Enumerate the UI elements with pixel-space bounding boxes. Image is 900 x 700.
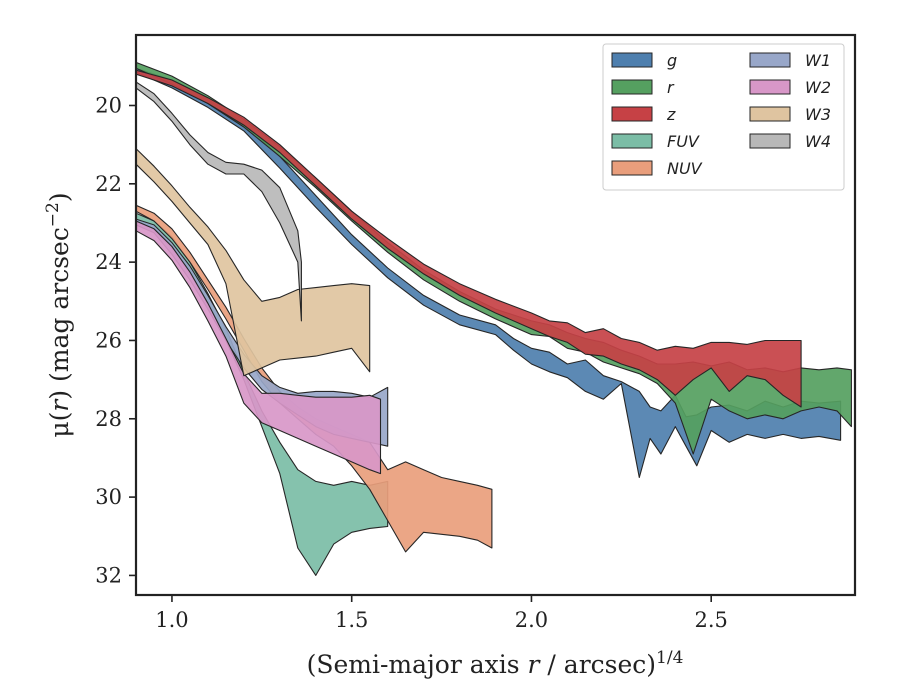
series-band-w3 [136, 148, 371, 377]
legend-swatch-w4 [749, 133, 791, 149]
legend-label-w4: W4 [805, 132, 831, 151]
x-tick-label: 1.5 [335, 608, 368, 632]
y-tick-label: 28 [95, 407, 122, 431]
y-tick-label: 32 [95, 563, 122, 587]
legend-label-w1: W1 [805, 51, 831, 70]
legend-label-z: z [666, 105, 676, 124]
legend-swatch-r [611, 79, 653, 95]
legend-swatch-w3 [749, 106, 791, 122]
y-tick-label: 26 [95, 328, 122, 352]
plot-area [136, 61, 852, 576]
legend-label-w2: W2 [805, 78, 831, 97]
y-tick-label: 22 [95, 172, 122, 196]
x-tick-label: 1.0 [155, 608, 188, 632]
x-tick-label: 2.0 [515, 608, 548, 632]
legend-swatch-z [611, 106, 653, 122]
x-tick-label: 2.5 [694, 608, 727, 632]
legend-swatch-fuv [611, 133, 653, 149]
legend-label-g: g [667, 51, 677, 70]
axes-frame [134, 33, 857, 597]
series-band-g [136, 67, 842, 479]
y-axis-title: μ(r) (mag arcsec−2) [43, 192, 74, 437]
series-band-w2 [136, 220, 382, 475]
x-axis-title: (Semi-major axis r / arcsec)1/4 [307, 648, 684, 679]
legend-label-nuv: NUV [667, 159, 703, 178]
y-tick-label: 30 [95, 485, 122, 509]
legend-swatch-g [611, 52, 653, 68]
y-tick-label: 24 [95, 250, 122, 274]
legend-label-fuv: FUV [667, 132, 700, 151]
series-band-z [136, 69, 802, 408]
legend-label-r: r [667, 78, 675, 97]
axis-ticks: 1.0 1.5 2.0 2.5 20 22 24 26 28 30 32 [95, 93, 728, 632]
legend-swatch-w1 [749, 52, 791, 68]
legend-swatch-w2 [749, 79, 791, 95]
legend: grz FUV NUV W1 W2 W3 W4 [602, 43, 845, 191]
y-tick-label: 20 [95, 93, 122, 117]
legend-swatch-nuv [611, 160, 653, 176]
series-band-w4 [136, 81, 302, 322]
legend-label-w3: W3 [805, 105, 831, 124]
